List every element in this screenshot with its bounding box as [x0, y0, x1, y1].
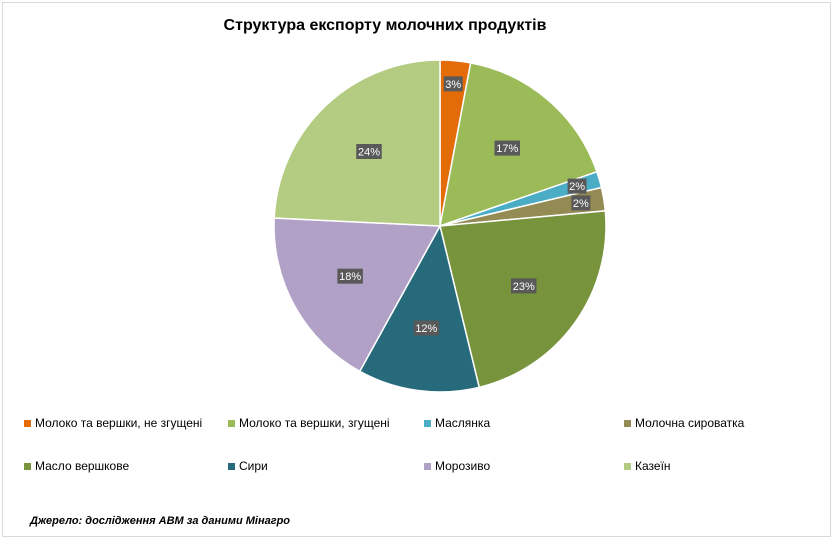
pie-slice-6: [273, 217, 442, 373]
data-label-box-0: [443, 76, 463, 92]
data-label-5: 12%: [415, 323, 437, 335]
data-label-box-4: [510, 278, 537, 294]
pie-slice-7: [273, 59, 441, 227]
data-label-6: 18%: [339, 271, 361, 283]
data-label-box-2: [567, 178, 587, 194]
data-label-box-5: [413, 320, 440, 336]
data-label-3: 2%: [573, 198, 589, 210]
data-label-box-6: [337, 268, 363, 284]
data-label-box-7: [356, 143, 382, 159]
data-label-box-3: [571, 195, 591, 211]
pie-slice-4: [439, 210, 607, 389]
data-label-7: 24%: [358, 146, 380, 158]
data-label-2: 2%: [569, 181, 585, 193]
source-note: Джерело: дослідження АВМ за даними Мінаг…: [30, 515, 291, 527]
pie-slice-5: [358, 223, 481, 393]
chart-title: Структура експорту молочних продуктів: [223, 17, 547, 34]
data-label-1: 17%: [496, 143, 518, 155]
data-label-box-1: [494, 140, 520, 156]
data-label-0: 3%: [445, 79, 461, 91]
data-label-4: 23%: [513, 281, 535, 293]
